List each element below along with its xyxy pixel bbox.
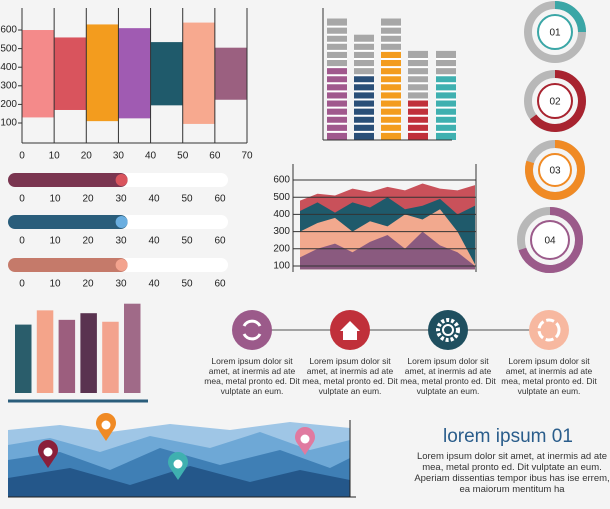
x-tick-label: 60	[214, 279, 226, 290]
x-tick-label: 10	[49, 279, 61, 290]
progress-bar	[8, 173, 128, 187]
x-tick-label: 60	[209, 151, 221, 162]
bar	[15, 324, 32, 393]
range-bar	[214, 47, 247, 100]
ring-label: 04	[544, 236, 556, 247]
area	[300, 231, 475, 270]
y-tick-label: 300	[0, 80, 17, 91]
y-tick-label: 500	[0, 43, 17, 54]
y-tick-label: 600	[273, 175, 290, 186]
pin	[168, 452, 188, 480]
x-tick-label: 0	[19, 236, 25, 247]
x-tick-label: 60	[214, 194, 226, 205]
ring-inner	[537, 83, 573, 119]
ring-inner	[537, 14, 573, 50]
block-title: lorem ipsum 01	[443, 426, 573, 447]
range-bar	[22, 30, 55, 118]
timeline-text: Lorem ipsum dolor sit amet, at inermis a…	[501, 356, 597, 396]
range-bar	[54, 37, 87, 110]
ring-label: 01	[549, 28, 561, 39]
x-tick-label: 10	[49, 151, 61, 162]
bar-segment	[354, 34, 374, 76]
timeline-text: Lorem ipsum dolor sit amet, at inermis a…	[302, 356, 398, 396]
bar	[80, 313, 97, 393]
x-tick-label: 0	[19, 151, 25, 162]
x-tick-label: 40	[148, 279, 160, 290]
pin	[96, 413, 116, 441]
x-tick-label: 20	[82, 279, 94, 290]
progress-knob	[115, 259, 128, 271]
x-tick-label: 20	[82, 194, 94, 205]
x-tick-label: 40	[145, 151, 157, 162]
x-tick-label: 30	[115, 194, 127, 205]
x-tick-label: 50	[181, 279, 193, 290]
x-tick-label: 0	[19, 279, 25, 290]
range-bar	[86, 24, 119, 122]
x-tick-label: 0	[19, 194, 25, 205]
ring-label: 02	[549, 97, 561, 108]
ring-inner	[530, 220, 570, 260]
ring-arc	[518, 207, 583, 273]
x-tick-label: 60	[214, 236, 226, 247]
y-tick-label: 400	[0, 62, 17, 73]
y-tick-label: 600	[0, 25, 17, 36]
bar-segment	[408, 99, 428, 140]
y-tick-label: 300	[273, 226, 290, 237]
y-tick-label: 100	[273, 261, 290, 272]
x-tick-label: 70	[241, 151, 253, 162]
ring-arc	[529, 70, 586, 132]
x-tick-label: 50	[177, 151, 189, 162]
x-tick-label: 40	[148, 236, 160, 247]
bar-segment	[381, 50, 401, 140]
x-tick-label: 20	[81, 151, 93, 162]
x-tick-label: 10	[49, 194, 61, 205]
x-tick-label: 20	[82, 236, 94, 247]
mountain-map	[8, 413, 356, 498]
progress-knob	[115, 216, 128, 228]
pin	[295, 427, 315, 455]
bar	[124, 303, 141, 393]
ring-inner	[538, 153, 572, 187]
bar	[58, 319, 76, 393]
y-tick-label: 400	[273, 209, 290, 220]
bar-segment	[436, 50, 456, 76]
y-tick-label: 100	[0, 118, 17, 129]
ring-arc	[554, 1, 586, 33]
range-bar	[118, 28, 151, 119]
x-tick-label: 10	[49, 236, 61, 247]
ring-label: 03	[549, 166, 561, 177]
block-body: Lorem ipsum dolor sit amet, at inermis a…	[414, 451, 610, 495]
range-bar	[150, 42, 183, 106]
y-tick-label: 500	[273, 192, 290, 203]
timeline-text: Lorem ipsum dolor sit amet, at inermis a…	[204, 356, 300, 396]
progress-bar	[8, 258, 128, 272]
x-tick-label: 50	[181, 236, 193, 247]
x-tick-label: 30	[115, 279, 127, 290]
x-tick-label: 30	[113, 151, 125, 162]
timeline-text: Lorem ipsum dolor sit amet, at inermis a…	[400, 356, 496, 396]
bar	[36, 310, 54, 393]
y-tick-label: 200	[273, 243, 290, 254]
progress-knob	[115, 174, 128, 186]
x-tick-label: 40	[148, 194, 160, 205]
bar-segment	[327, 67, 347, 140]
timeline	[232, 310, 569, 350]
range-bar	[182, 22, 215, 124]
ring-arc	[525, 140, 585, 200]
x-tick-label: 50	[181, 194, 193, 205]
pin	[38, 440, 58, 468]
bar	[102, 321, 119, 393]
y-tick-label: 200	[0, 99, 17, 110]
x-tick-label: 30	[115, 236, 127, 247]
progress-bar	[8, 215, 128, 229]
